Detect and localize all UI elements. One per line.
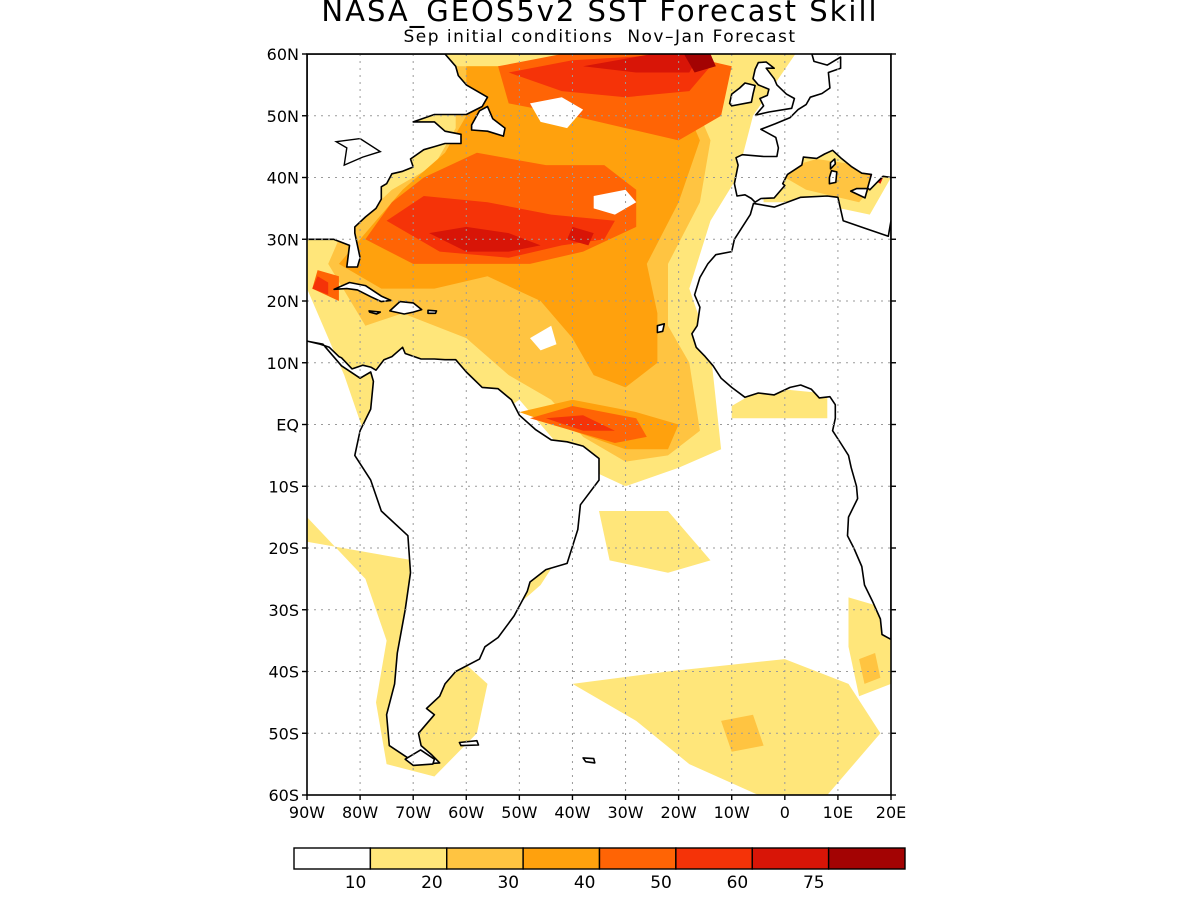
colorbar-swatch [446,847,524,870]
lon-tick-label: 80W [342,803,378,822]
colorbar-label: 10 [345,873,367,893]
low-skill-region [530,325,557,351]
colorbar-swatch [598,847,677,870]
lon-tick-label: 90W [289,803,325,822]
skill-region-level-5 [312,276,329,295]
colorbar-label: 50 [650,873,672,893]
colorbar-label: 60 [727,873,749,893]
low-skill-region [530,97,584,129]
lon-tick-label: 40W [554,803,590,822]
coastline-great-britain [752,61,796,116]
colorbar-swatch [293,847,372,870]
lon-tick-label: 0 [780,803,790,822]
skill-region-level-1 [731,387,828,419]
lon-tick-label: 10W [714,803,750,822]
lat-tick-label: 40N [267,169,299,188]
lon-tick-label: 20W [661,803,697,822]
lat-tick-label: EQ [276,416,299,435]
coastline-europe-africa [733,54,891,203]
colorbar-swatch [751,847,830,870]
lat-tick-label: 50N [267,107,299,126]
coastline-cape-verde [656,322,666,334]
coastline-falklands [458,739,480,747]
coastline-newfoundland [470,105,506,137]
lon-tick-label: 60W [448,803,484,822]
lat-tick-label: 10N [267,354,299,373]
coastline-puerto-rico [427,309,438,315]
colorbar-label: 30 [497,873,519,893]
colorbar: 10 20 30 40 50 60 75 [293,847,906,893]
coastline-ireland [728,82,756,107]
low-skill-region [593,189,637,215]
skill-region-level-6 [583,54,700,73]
colorbar-swatch [675,847,753,870]
coastline-tierra-del-fuego [404,749,436,767]
colorbar-label: 75 [803,873,825,893]
coastline-jamaica [368,310,382,315]
lon-tick-label: 10E [823,803,853,822]
lat-tick-label: 30S [268,601,299,620]
coastline-africa [691,176,891,641]
skill-region-level-6 [567,226,594,246]
lat-tick-label: 60S [268,786,299,805]
colorbar-swatch [522,847,601,870]
map-title: NASA_GEOS5v2 SST Forecast Skill [321,0,879,28]
lat-tick-label: 10S [268,477,299,496]
lat-tick-label: 60N [267,45,299,64]
skill-region-level-7 [683,54,716,73]
coastline-south-georgia [582,757,596,764]
skill-region-level-5 [386,196,615,258]
lat-tick-label: 30N [267,230,299,249]
coastline-corsica [829,158,837,170]
colorbar-label: 40 [574,873,596,893]
coastline-cuba [333,281,392,303]
coastline-sicily [849,187,869,199]
lon-tick-label: 50W [501,803,537,822]
lon-tick-label: 70W [395,803,431,822]
lat-tick-label: 20N [267,292,299,311]
coastline-hispaniola [388,300,423,315]
coastline-south-america [307,340,600,765]
skill-region-level-6 [429,226,541,252]
map-subtitle: Sep initial conditions Nov–Jan Forecast [403,27,797,47]
map-layers [307,54,891,795]
colorbar-swatch [369,847,448,870]
skill-region-level-1 [599,511,711,573]
skill-region-level-1 [307,517,488,777]
colorbar-label: 20 [421,873,443,893]
lat-tick-label: 20S [268,539,299,558]
lon-tick-label: 30W [607,803,643,822]
skill-region-level-2 [859,653,881,684]
colorbar-swatch [827,847,906,870]
lat-tick-label: 50S [268,724,299,743]
skill-region-level-5 [545,415,615,431]
lat-tick-label: 40S [268,663,299,682]
coastline-north-america [307,54,489,268]
lon-tick-label: 20E [876,803,906,822]
